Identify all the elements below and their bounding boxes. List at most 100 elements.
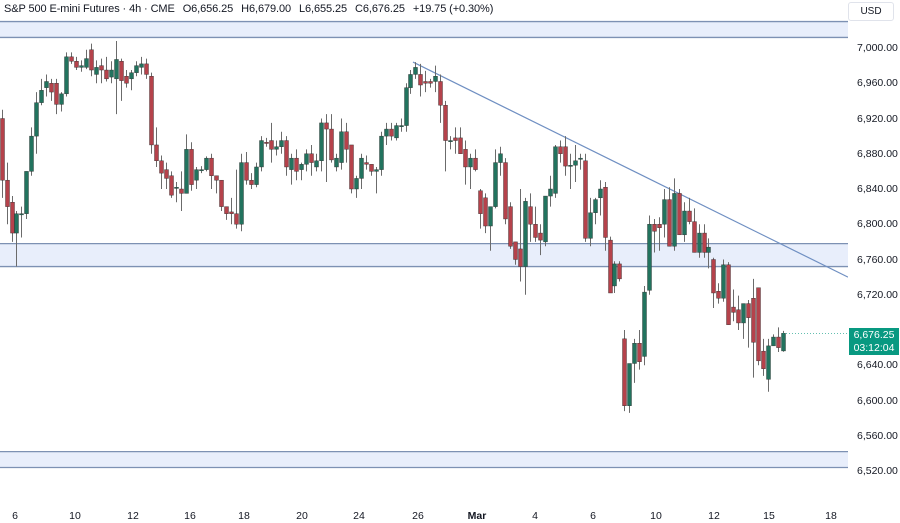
candle-down <box>687 210 692 222</box>
last-price-value: 6,676.25 <box>853 329 895 341</box>
candle-down <box>583 160 588 239</box>
candle-down <box>249 179 254 185</box>
candle-down <box>5 179 10 207</box>
x-tick-label: 10 <box>650 510 662 522</box>
candle-up <box>523 201 528 267</box>
symbol-label[interactable]: S&P 500 E-mini Futures · 4h · CME <box>4 3 175 15</box>
candle-up <box>721 264 726 299</box>
candle-up <box>174 187 179 189</box>
candle-up <box>299 164 304 170</box>
candle-down <box>69 56 74 62</box>
change-value: +19.75 (+0.30%) <box>412 3 494 15</box>
candle-up <box>339 131 344 163</box>
high-value: H6,679.00 <box>241 3 292 15</box>
x-tick-label: 18 <box>238 510 250 522</box>
candle-down <box>99 65 104 71</box>
candle-up <box>79 65 84 68</box>
currency-button[interactable]: USD <box>848 2 894 21</box>
candle-down <box>702 232 707 253</box>
candle-down <box>364 162 369 165</box>
y-tick-label: 6,560.00 <box>857 429 898 442</box>
candle-up <box>408 74 413 88</box>
candle-up <box>612 263 617 287</box>
candle-up <box>399 125 404 127</box>
candle-up <box>34 102 39 137</box>
chart-legend: S&P 500 E-mini Futures · 4h · CME O6,656… <box>4 3 498 15</box>
candle-down <box>389 128 394 137</box>
x-tick-label: 6 <box>590 510 596 522</box>
y-tick-label: 6,800.00 <box>857 218 898 231</box>
candlestick-plot[interactable] <box>0 0 848 500</box>
candle-up <box>568 165 573 167</box>
candle-down <box>104 69 109 80</box>
close-value: C6,676.25 <box>355 3 405 15</box>
candle-down <box>746 303 751 318</box>
candle-down <box>716 291 721 299</box>
y-tick-label: 6,840.00 <box>857 183 898 195</box>
candle-up <box>199 169 204 172</box>
candle-down <box>751 298 756 343</box>
candle-down <box>149 75 154 146</box>
candle-up <box>498 153 503 163</box>
candle-up <box>448 140 453 142</box>
candle-down <box>657 224 662 228</box>
candle-down <box>74 61 79 68</box>
candle-up <box>114 59 119 80</box>
candle-down <box>438 81 443 106</box>
candle-down <box>369 164 374 172</box>
candle-down <box>418 74 423 86</box>
x-tick-label: 15 <box>763 510 775 522</box>
candle-up <box>553 146 558 194</box>
candle-up <box>314 160 319 168</box>
candle-up <box>548 188 553 197</box>
candle-up <box>29 135 34 172</box>
candle-up <box>598 188 603 199</box>
candle-down <box>503 162 508 220</box>
candle-up <box>134 65 139 73</box>
candle-down <box>756 287 761 362</box>
candle-up <box>593 199 598 213</box>
candle-down <box>164 169 169 179</box>
candle-up <box>588 212 593 239</box>
candle-down <box>428 81 433 84</box>
y-tick-label: 6,920.00 <box>857 112 898 125</box>
candle-down <box>513 241 518 260</box>
bar-countdown: 03:12:04 <box>853 341 895 354</box>
y-tick-label: 6,880.00 <box>857 147 898 160</box>
candle-down <box>159 160 164 174</box>
candle-up <box>374 169 379 172</box>
candle-up <box>543 195 548 243</box>
candle-up <box>129 72 134 80</box>
candle-down <box>179 188 184 194</box>
candle-down <box>533 224 538 238</box>
candle-down <box>119 61 124 81</box>
candle-up <box>289 157 294 170</box>
y-tick-label: 6,760.00 <box>857 253 898 266</box>
candle-down <box>229 211 234 214</box>
candle-down <box>0 118 5 181</box>
candle-down <box>144 63 149 75</box>
candle-down <box>344 131 349 150</box>
x-tick-label: 12 <box>708 510 720 522</box>
candle-up <box>771 336 776 347</box>
x-tick-label: 10 <box>69 510 81 522</box>
candle-up <box>384 128 389 137</box>
candle-up <box>259 140 264 168</box>
candle-down <box>538 232 543 241</box>
candle-up <box>319 122 324 161</box>
candle-up <box>359 157 364 179</box>
candle-down <box>726 264 731 325</box>
candle-down <box>349 144 354 190</box>
candle-down <box>473 157 478 170</box>
candle-down <box>443 105 448 141</box>
resistance-trendline <box>412 61 848 278</box>
candle-down <box>244 162 249 181</box>
candle-up <box>19 213 24 216</box>
x-tick-label: 6 <box>12 510 18 522</box>
candle-up <box>573 160 578 166</box>
x-tick-label: 26 <box>412 510 424 522</box>
candle-up <box>84 58 89 68</box>
candle-up <box>642 291 647 357</box>
candle-up <box>493 162 498 207</box>
